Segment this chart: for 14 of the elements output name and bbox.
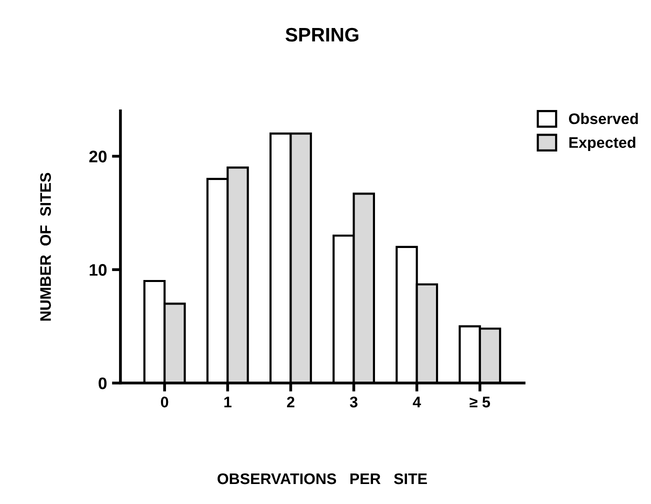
x-axis-title: OBSERVATIONS PER SITE: [218, 473, 427, 484]
y-tick-label: 10: [90, 264, 107, 276]
x-tick-label: 3: [350, 396, 358, 408]
legend-label: Observed: [568, 112, 638, 124]
y-tick-label: 0: [98, 377, 107, 390]
legend-label: Expected: [569, 136, 636, 151]
x-tick-label: 2: [286, 396, 294, 408]
chart-title: SPRING: [286, 28, 358, 42]
x-tick-label: 4: [412, 396, 422, 408]
y-axis-title: NUMBER OF SITES: [40, 172, 51, 321]
x-tick-label: ≥ 5: [470, 396, 490, 408]
y-tick-label: 20: [89, 150, 107, 162]
x-tick-label: 1: [224, 396, 232, 408]
x-tick-label: 0: [160, 396, 168, 408]
